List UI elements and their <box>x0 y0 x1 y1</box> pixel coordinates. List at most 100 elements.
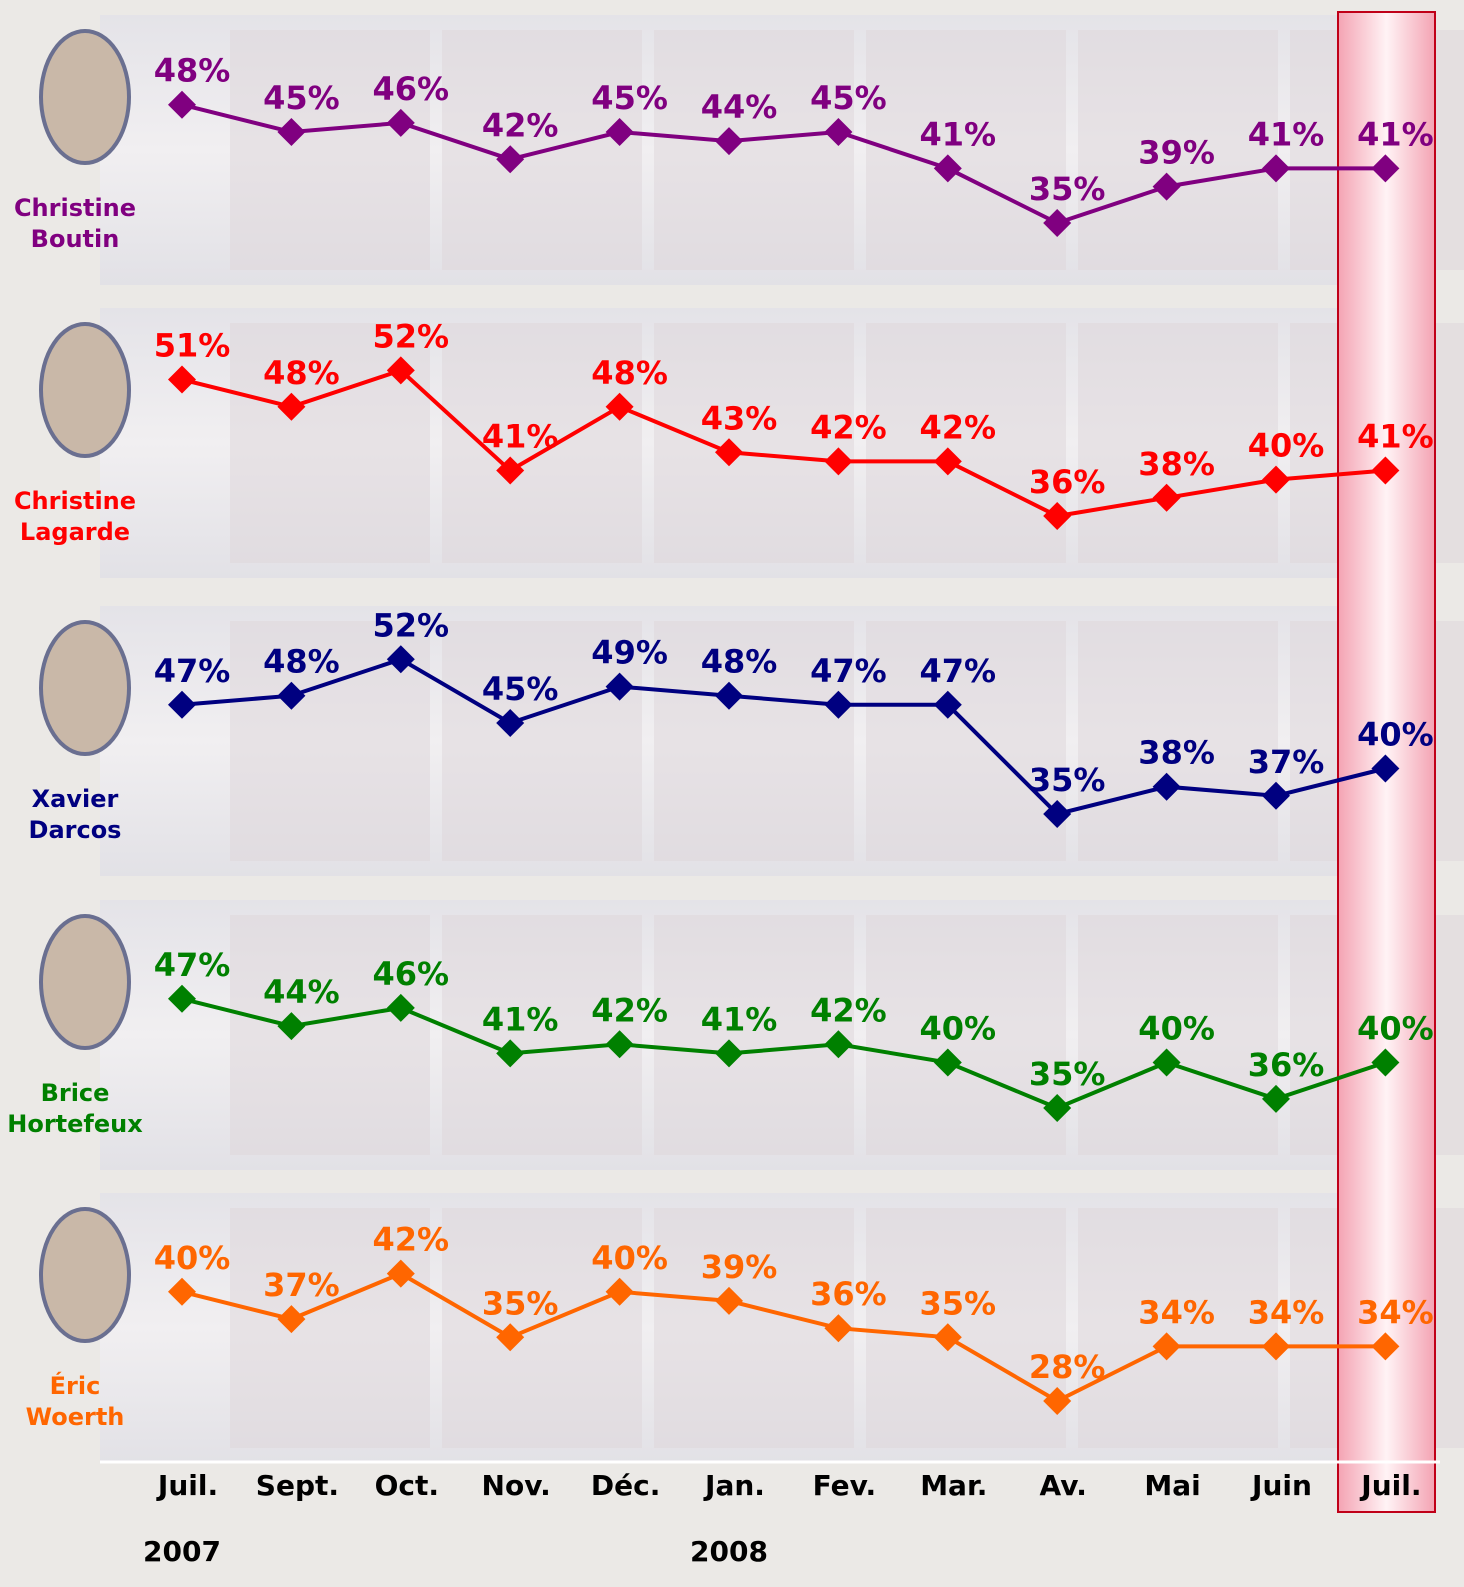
data-label: 47% <box>920 652 997 690</box>
data-label: 40% <box>920 1010 997 1048</box>
data-label: 51% <box>154 327 231 365</box>
data-label: 42% <box>920 408 997 446</box>
person-name: Christine Boutin <box>13 194 137 253</box>
data-point <box>168 90 196 119</box>
data-point <box>824 118 853 146</box>
data-point <box>1371 1332 1400 1361</box>
data-point <box>1043 502 1072 530</box>
data-label: 45% <box>263 79 340 117</box>
data-point <box>1371 754 1400 783</box>
series-line <box>181 1271 1386 1404</box>
data-point <box>277 392 306 421</box>
data-label: 41% <box>1248 115 1325 153</box>
data-point <box>824 1030 853 1059</box>
data-point <box>1152 772 1181 801</box>
data-point <box>386 645 415 674</box>
data-label: 35% <box>482 1284 559 1322</box>
series-line <box>181 368 1386 519</box>
x-tick-label: Juin <box>1250 1469 1312 1502</box>
data-point <box>496 145 525 174</box>
photo-tile <box>866 915 1066 1155</box>
data-label: 42% <box>591 991 668 1029</box>
data-label: 48% <box>263 643 340 681</box>
data-label: 47% <box>810 652 887 690</box>
photo-tile <box>654 1208 854 1448</box>
data-point <box>933 154 962 183</box>
portrait <box>39 1207 131 1343</box>
data-label: 34% <box>1248 1293 1325 1331</box>
data-label: 48% <box>263 354 340 392</box>
data-point <box>1371 1048 1400 1077</box>
photo-tile <box>230 30 430 270</box>
person-name: Xavier Darcos <box>28 785 122 844</box>
x-tick-label: Juil. <box>156 1469 218 1502</box>
data-point <box>824 1314 853 1343</box>
data-point <box>605 672 634 701</box>
x-tick-label: Mar. <box>920 1469 987 1502</box>
x-tick-label: Nov. <box>482 1469 551 1502</box>
data-point <box>933 1048 962 1077</box>
x-tick-label: Déc. <box>591 1469 660 1502</box>
data-point <box>1043 1387 1072 1415</box>
data-point <box>386 356 415 385</box>
data-label: 52% <box>373 317 450 355</box>
photo-tile <box>442 323 642 563</box>
photo-tile <box>654 30 854 270</box>
data-point <box>277 1305 306 1334</box>
data-point <box>277 681 306 710</box>
x-tick-label: Juil. <box>1359 1469 1421 1502</box>
data-label: 52% <box>373 606 450 644</box>
data-point <box>277 118 306 146</box>
data-point <box>496 1323 525 1352</box>
data-label: 41% <box>482 418 559 456</box>
portrait <box>39 322 131 458</box>
data-label: 40% <box>1357 1010 1434 1048</box>
data-point <box>715 681 743 710</box>
data-label: 40% <box>154 1239 231 1277</box>
data-label: 41% <box>1357 115 1434 153</box>
person-name: Brice Hortefeux <box>7 1079 143 1138</box>
data-point <box>386 993 415 1022</box>
data-label: 34% <box>1138 1293 1215 1331</box>
data-label: 35% <box>1029 170 1106 208</box>
data-label: 35% <box>1029 761 1106 799</box>
data-point <box>1043 1094 1072 1122</box>
data-label: 36% <box>810 1275 887 1313</box>
data-label: 48% <box>701 643 778 681</box>
data-label: 36% <box>1248 1046 1325 1084</box>
data-label: 36% <box>1029 463 1106 501</box>
data-point <box>933 690 962 719</box>
data-point <box>1043 800 1072 828</box>
data-point <box>496 709 525 737</box>
data-point <box>1262 781 1290 810</box>
data-label: 41% <box>920 115 997 153</box>
person-name: Christine Lagarde <box>13 487 137 546</box>
data-label: 39% <box>701 1248 778 1286</box>
year-label: 2007 <box>143 1535 221 1568</box>
photo-tile <box>1078 915 1278 1155</box>
data-label: 28% <box>1029 1348 1106 1386</box>
data-point <box>1371 456 1400 485</box>
data-point <box>1371 154 1400 183</box>
photo-tile <box>654 323 854 563</box>
photo-tile <box>1078 30 1278 270</box>
data-label: 35% <box>920 1284 997 1322</box>
data-label: 37% <box>1248 743 1325 781</box>
data-point <box>1043 209 1072 237</box>
data-point <box>496 456 525 485</box>
data-label: 40% <box>1357 716 1434 754</box>
data-point <box>1152 483 1181 512</box>
x-tick-label: Oct. <box>375 1469 439 1502</box>
x-tick-label: Fev. <box>813 1469 877 1502</box>
photo-tile <box>866 323 1066 563</box>
year-label: 2008 <box>690 1535 768 1568</box>
data-point <box>824 690 853 719</box>
data-label: 45% <box>591 79 668 117</box>
data-point <box>168 984 196 1013</box>
data-point <box>1152 1048 1181 1077</box>
data-label: 44% <box>263 973 340 1011</box>
data-label: 39% <box>1138 134 1215 172</box>
data-label: 44% <box>701 88 778 126</box>
